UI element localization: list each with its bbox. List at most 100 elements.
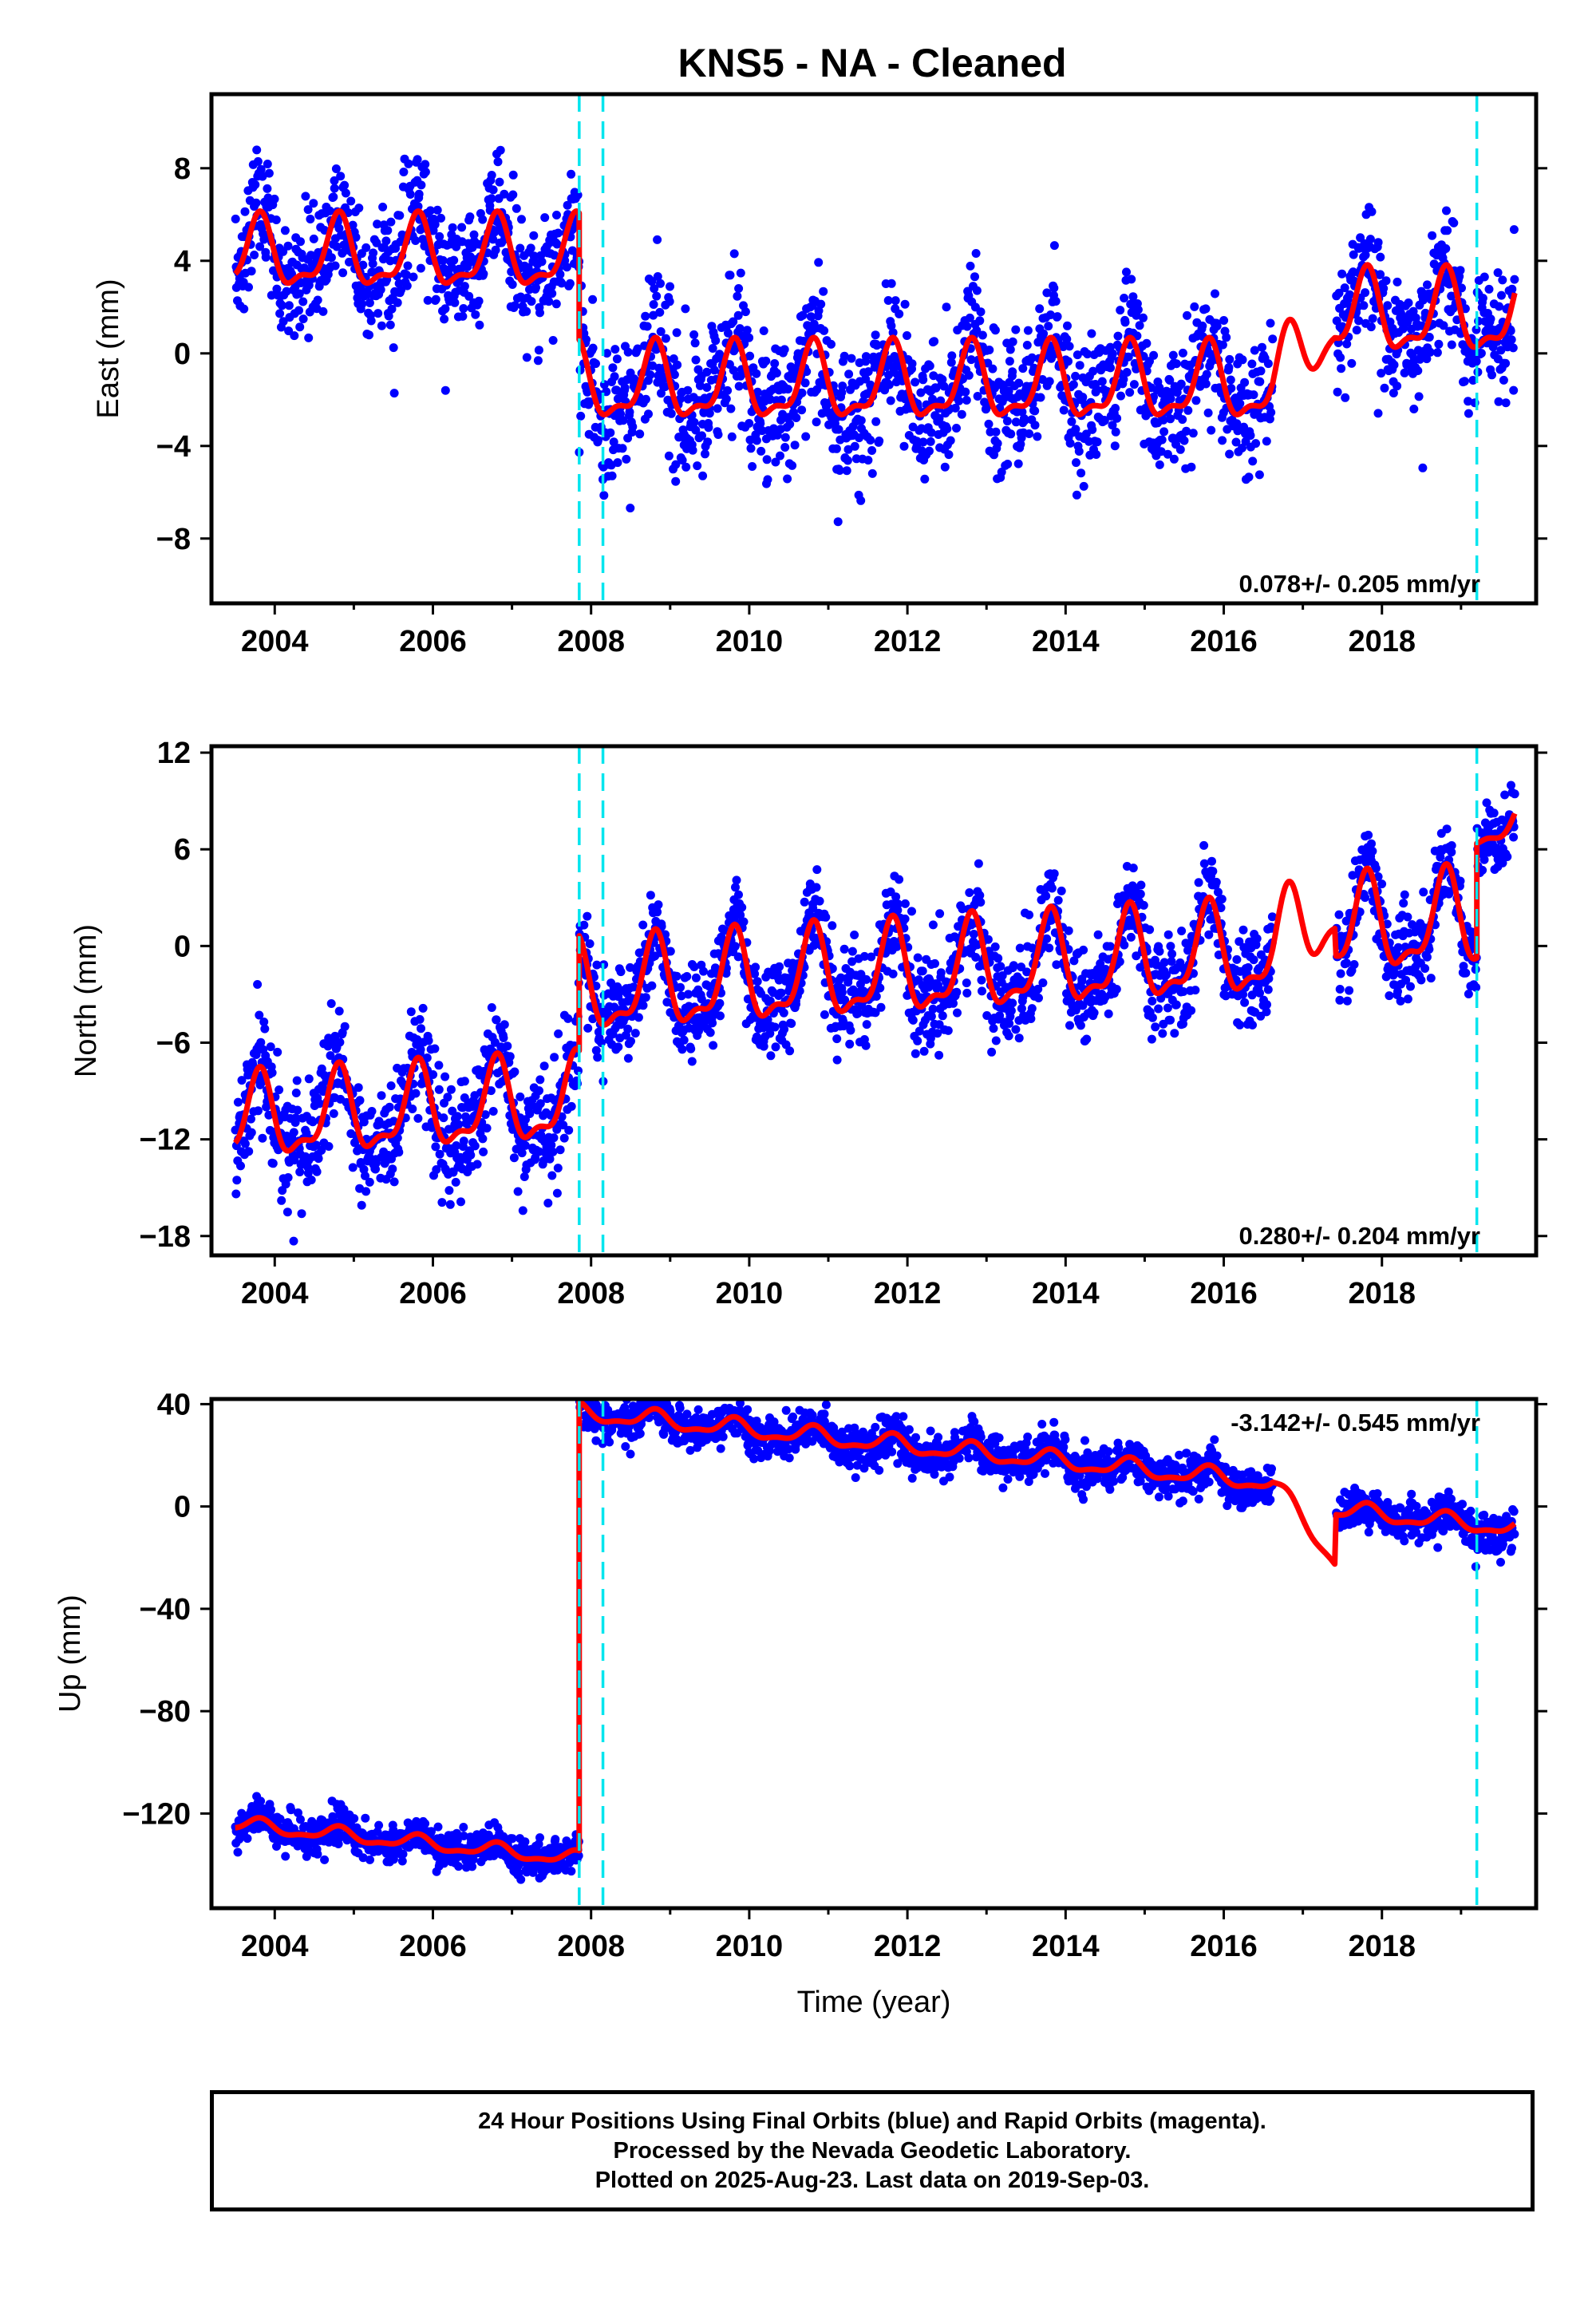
data-point-north-1698 [1126,932,1136,942]
data-point-north-379 [431,1142,440,1152]
data-point-east-1721 [1139,313,1148,322]
data-point-east-1269 [900,299,910,309]
data-point-east-2257 [1484,284,1494,294]
data-point-east-1319 [926,428,936,437]
data-point-east-2218 [1464,409,1473,418]
data-point-north-42 [253,980,263,989]
data-point-north-825 [666,947,675,956]
data-point-east-1510 [1027,353,1037,362]
data-point-east-1386 [962,396,971,405]
data-point-north-904 [708,1018,717,1028]
data-point-east-1592 [1071,371,1080,381]
data-point-east-1161 [843,456,852,465]
data-point-east-1678 [1116,391,1125,401]
data-point-east-1035 [776,395,786,405]
data-point-east-486 [487,171,496,180]
data-point-north-495 [492,1015,501,1025]
data-point-up-255 [365,1855,374,1864]
data-point-east-255 [365,298,374,307]
data-point-north-545 [518,1206,527,1215]
data-point-east-2273 [1493,268,1503,278]
data-point-east-348 [414,189,424,199]
data-point-north-25 [244,1147,254,1156]
data-point-north-10 [236,1161,245,1171]
data-point-north-1628 [1089,1008,1099,1018]
data-point-north-292 [385,1102,394,1112]
data-point-north-1270 [900,899,910,908]
figure-title: KNS5 - NA - Cleaned [678,41,1066,85]
data-point-north-301 [389,1177,399,1187]
data-point-east-1687 [1120,318,1130,327]
data-point-east-1524 [1035,304,1045,314]
x-tick-label-east-2012: 2012 [874,625,942,658]
data-point-north-685 [592,960,602,970]
data-point-east-799 [653,235,662,244]
data-point-east-1878 [1222,333,1231,342]
data-point-east-1395 [966,355,976,365]
data-point-east-1324 [930,337,939,346]
data-point-north-1548 [1047,883,1057,893]
data-point-north-267 [372,1158,381,1168]
data-point-east-1200 [863,367,873,377]
data-point-north-1670 [1112,985,1121,994]
data-point-east-933 [723,385,733,395]
data-point-east-199 [336,172,346,181]
data-point-north-1581 [1065,1021,1074,1030]
data-point-north-1716 [1136,889,1145,899]
data-point-north-1215 [871,992,881,1001]
data-point-east-762 [633,344,642,354]
data-point-north-259 [367,1107,377,1116]
data-point-east-967 [741,307,750,317]
data-point-east-2046 [1373,409,1383,418]
data-point-east-1244 [887,279,896,288]
data-point-east-324 [402,271,411,279]
data-point-east-1648 [1100,416,1109,425]
y-tick-label-east-4: 8 [174,152,191,186]
data-point-north-1195 [861,1041,871,1050]
plot-area-up [231,1399,1519,1884]
data-point-east-1623 [1087,329,1096,338]
data-point-east-1541 [1044,322,1053,331]
data-point-north-596 [545,1154,555,1164]
data-point-east-1871 [1218,436,1227,445]
data-point-east-2051 [1376,252,1385,262]
x-tick-label-east-2010: 2010 [716,625,784,658]
frame-east [209,92,1539,606]
data-point-north-843 [676,982,685,992]
data-point-east-540 [516,243,525,253]
data-point-east-1214 [871,417,881,426]
data-point-north-1920 [1243,962,1253,972]
data-point-north-2177 [1442,824,1452,834]
data-point-north-56 [260,1024,270,1034]
data-point-east-612 [553,228,563,238]
data-point-north-1749 [1154,1004,1163,1014]
data-point-east-1702 [1128,292,1138,302]
data-point-north-1974 [1335,985,1345,994]
data-point-east-741 [622,454,631,464]
data-point-east-600 [547,289,557,298]
data-point-east-498 [493,157,503,167]
data-point-east-1485 [1014,378,1024,388]
data-point-north-1433 [987,1047,997,1057]
data-point-east-106 [287,269,296,279]
data-point-east-1046 [783,474,792,484]
data-point-east-2176 [1442,206,1451,215]
data-point-east-493 [491,245,500,255]
data-point-east-1129 [827,339,836,349]
data-point-east-257 [366,316,376,326]
data-point-north-603 [549,1133,559,1143]
data-point-east-1872 [1218,340,1227,350]
data-point-north-207 [340,1022,350,1031]
data-point-east-1081 [801,432,811,441]
data-point-east-899 [705,409,714,418]
data-point-north-948 [731,883,740,892]
data-point-east-253 [365,330,373,340]
data-point-north-1812 [1187,1006,1196,1015]
data-point-north-990 [753,977,762,986]
data-point-east-893 [702,367,712,377]
data-point-east-1151 [838,381,847,391]
data-point-east-49 [256,164,266,174]
data-point-north-1607 [1079,945,1088,954]
data-point-east-542 [517,215,526,224]
